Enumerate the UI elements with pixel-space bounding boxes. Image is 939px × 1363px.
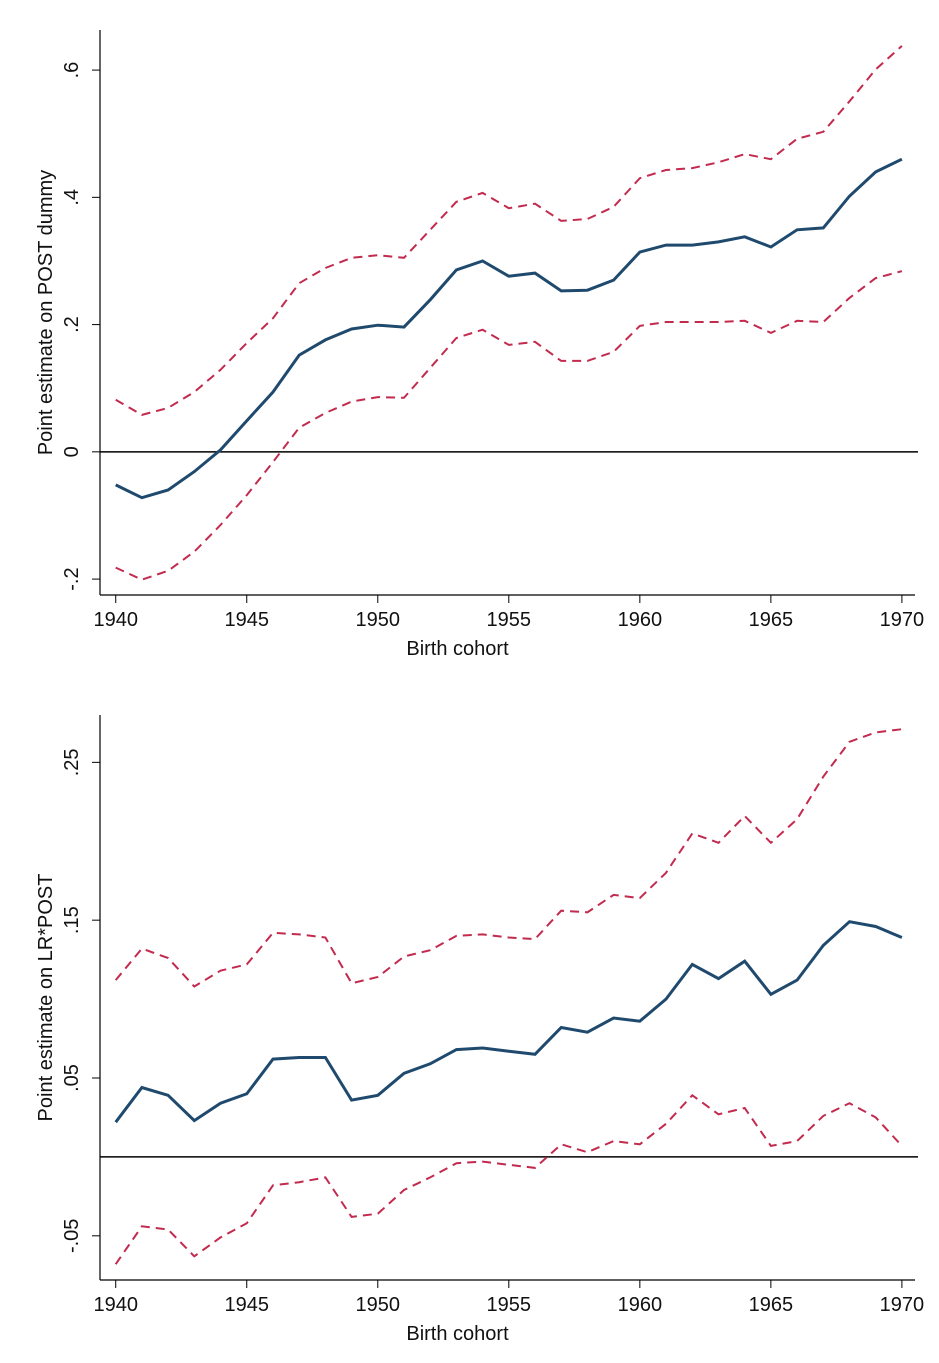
y-tick-label: .2	[61, 316, 83, 333]
x-tick-label: 1960	[618, 1294, 663, 1316]
y-tick-label: .6	[61, 62, 83, 79]
x-tick-label: 1970	[880, 609, 925, 631]
x-tick-label: 1940	[93, 1294, 138, 1316]
y-axis-title: Point estimate on POST dummy	[35, 170, 57, 455]
x-axis-title: Birth cohort	[406, 1323, 509, 1345]
x-tick-label: 1950	[356, 1294, 401, 1316]
y-tick-label: 0	[61, 446, 83, 457]
y-tick-label: -.05	[61, 1219, 83, 1253]
x-axis-title: Birth cohort	[406, 638, 509, 660]
series-line	[115, 45, 903, 416]
series-line	[114, 920, 903, 1124]
series-line	[115, 270, 903, 581]
y-tick-label: -.2	[61, 567, 83, 590]
x-tick-label: 1950	[356, 609, 401, 631]
x-tick-label: 1965	[749, 1294, 794, 1316]
x-tick-label: 1940	[93, 609, 138, 631]
x-tick-label: 1965	[749, 609, 794, 631]
x-tick-label: 1955	[487, 609, 532, 631]
x-tick-label: 1955	[487, 1294, 532, 1316]
x-tick-label: 1945	[225, 609, 270, 631]
y-tick-label: .15	[61, 906, 83, 934]
y-tick-label: .4	[61, 189, 83, 206]
series-line	[114, 728, 903, 988]
y-axis-title: Point estimate on LR*POST	[35, 874, 57, 1122]
x-tick-label: 1960	[618, 609, 663, 631]
x-tick-label: 1970	[880, 1294, 925, 1316]
y-tick-label: .25	[61, 748, 83, 776]
y-tick-label: .05	[61, 1064, 83, 1092]
series-line	[115, 157, 903, 500]
x-tick-label: 1945	[225, 1294, 270, 1316]
series-line	[114, 1093, 903, 1265]
